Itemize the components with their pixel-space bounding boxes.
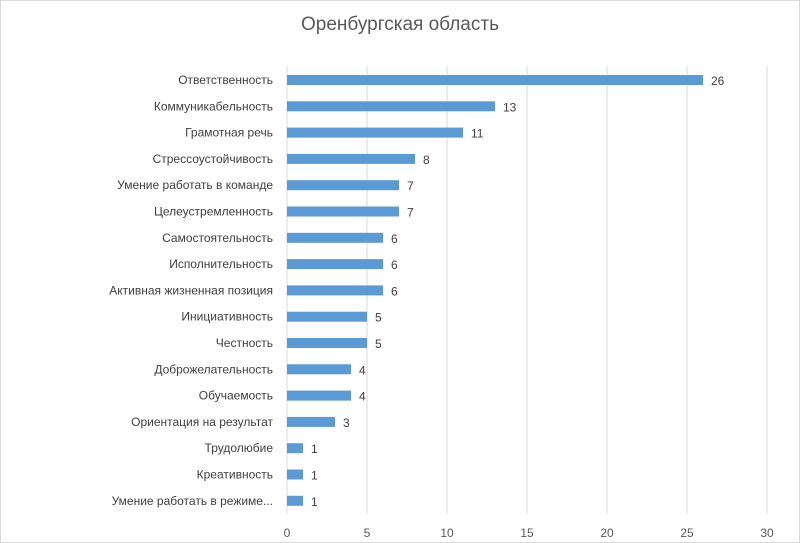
bar [287,232,383,243]
bar [287,127,463,138]
data-label: 4 [359,390,366,404]
bar [287,364,351,375]
bar [287,101,495,112]
category-label: Самостоятельность [162,231,273,245]
category-label: Стрессоустойчивость [153,152,273,166]
bar [287,180,399,191]
category-label: Умение работать в команде [117,178,273,192]
category-label: Ответственность [178,73,273,87]
data-label: 8 [423,153,430,167]
category-label: Честность [216,336,273,350]
data-label: 1 [311,495,318,509]
bar [287,285,383,296]
data-label: 1 [311,442,318,456]
x-tick-label: 15 [520,526,534,540]
bar [287,311,367,322]
bar [287,338,367,348]
x-tick-label: 30 [760,526,774,540]
x-tick-label: 10 [440,526,454,540]
bar [287,416,335,427]
data-label: 5 [375,337,382,351]
data-label: 11 [471,127,484,141]
data-label: 7 [407,179,414,193]
x-tick-label: 20 [600,526,614,540]
x-tick-label: 25 [680,526,694,540]
category-label: Умение работать в режиме... [112,494,273,508]
data-label: 5 [375,311,382,325]
category-label: Трудолюбие [205,441,274,455]
bar [287,443,303,454]
data-label: 26 [711,74,725,88]
category-label: Грамотная речь [185,126,273,140]
data-label: 6 [391,232,398,246]
category-label: Обучаемость [199,389,273,403]
category-label: Коммуникабельность [154,99,273,113]
data-label: 3 [343,416,350,430]
chart-title: Оренбургская область [301,14,499,35]
category-label: Исполнительность [169,257,273,271]
bar [287,259,383,270]
bar [287,75,703,85]
bar [287,390,351,401]
category-label: Активная жизненная позиция [109,283,273,297]
data-label: 13 [503,100,517,114]
bar [287,153,415,164]
category-label: Ориентация на результат [131,415,273,429]
x-tick-label: 0 [284,526,291,540]
data-label: 6 [391,284,398,298]
category-label: Доброжелательность [154,362,273,376]
data-label: 1 [311,469,318,483]
data-label: 6 [391,258,398,272]
category-label: Целеустремленность [154,205,273,219]
x-tick-label: 5 [364,526,371,540]
bar [287,206,399,217]
data-label: 4 [359,363,366,377]
category-label: Инициативность [181,310,273,324]
bar [287,469,303,480]
category-label: Креативность [197,468,273,482]
data-label: 7 [407,206,414,220]
bar [287,495,303,506]
